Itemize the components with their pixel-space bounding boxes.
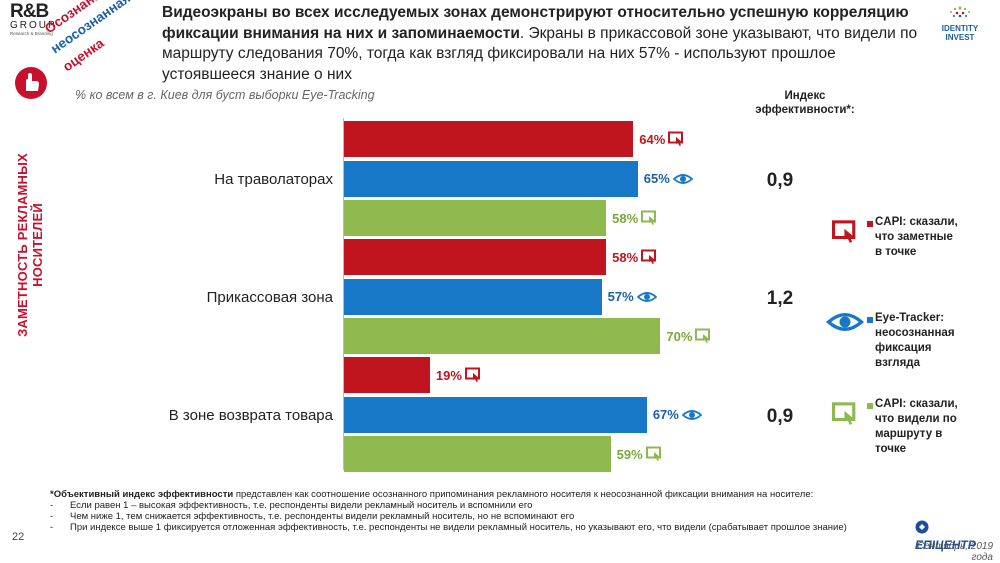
data-label: 70% <box>666 328 713 344</box>
legend-swatch <box>867 221 873 227</box>
index-value: 0,9 <box>766 405 794 427</box>
eye-icon <box>636 291 658 302</box>
hand-pointer-icon <box>14 66 48 100</box>
headline: Видеоэкраны во всех исследуемых зонах де… <box>162 3 922 85</box>
headline-bold: Видеоэкраны во всех исследуемых зонах де… <box>162 4 909 42</box>
logo-line1: R&B <box>10 1 49 22</box>
category-label: В зоне возврата товара <box>168 406 333 424</box>
category-label: Прикассовая зона <box>206 288 333 306</box>
footnote: *Объективный индекс эффективности предст… <box>50 489 847 533</box>
epicentr-text: ЕПІЦЕНТР <box>915 538 976 552</box>
footnote-item: Если равен 1 – высокая эффективность, т.… <box>70 500 533 511</box>
index-value: 0,9 <box>766 169 794 191</box>
index-header-line2: эффективности*: <box>755 104 855 116</box>
screen-touch-icon <box>832 220 856 243</box>
section-title: Осознанная и неосознанная оценка <box>30 0 150 74</box>
data-label: 59% <box>617 446 664 462</box>
index-header: Индекс эффективности*: <box>745 89 865 117</box>
index-value: 1,2 <box>766 287 794 309</box>
data-label: 58% <box>612 210 659 226</box>
screen-touch-icon <box>695 328 711 343</box>
category-label: На траволаторах <box>214 170 333 188</box>
bar <box>344 239 607 275</box>
screen-touch-icon <box>645 446 661 461</box>
bar <box>344 396 647 433</box>
screen-touch-icon <box>832 402 856 425</box>
screen-touch-icon <box>641 210 657 225</box>
eye-icon <box>681 409 703 420</box>
legend-label: Eye-Tracker: неосознанная фиксация взгляда <box>875 312 955 369</box>
bar <box>344 357 430 393</box>
footnote-item: Чем ниже 1, тем снижается эффективность,… <box>70 511 575 522</box>
data-label: 67% <box>653 407 703 422</box>
epicentr-mark-icon <box>915 520 929 534</box>
bar <box>344 200 607 236</box>
bar <box>344 436 611 472</box>
logo-line3: Research & Branding <box>10 31 53 36</box>
date: Сентябрь, 2019 года <box>916 541 993 563</box>
bar <box>344 278 602 315</box>
logo-line2: GROUP <box>10 20 57 31</box>
chart-axis-line <box>343 118 344 470</box>
screen-touch-icon <box>668 131 684 146</box>
rb-group-logo: R&B GROUP Research & Branding <box>10 2 60 37</box>
data-label: 57% <box>608 289 658 304</box>
index-header-line1: Индекс <box>784 90 826 102</box>
screen-touch-icon <box>464 367 480 382</box>
legend-swatch <box>867 317 873 323</box>
legend-label: CAPI: сказали, что видели по маршруту в точ… <box>875 398 958 455</box>
footnote-intro: представлен как соотношение осознанного … <box>233 489 814 500</box>
bar <box>344 121 634 157</box>
data-label: 65% <box>644 171 694 186</box>
epicentr-logo: ЕПІЦЕНТР <box>915 518 990 552</box>
data-label: 64% <box>639 131 686 147</box>
page-number: 22 <box>12 531 25 543</box>
legend-swatch <box>867 403 873 409</box>
legend-label: CAPI: сказали, что заметные в точке <box>875 216 958 258</box>
legend: CAPI: сказали, что заметные в точке Eye-Tra… <box>820 215 995 475</box>
side-label: ЗАМЕТНОСТЬ РЕКЛАМНЫХ НОСИТЕЛЕЙ <box>15 153 45 337</box>
bar <box>344 318 661 354</box>
footnote-item: При индексе выше 1 фиксируется отложенна… <box>70 522 847 533</box>
eye-icon <box>826 313 864 331</box>
brand-logo-line1: IDENTITY <box>941 24 979 33</box>
identity-invest-logo: IDENTITY INVEST <box>935 2 985 52</box>
footnote-bold: *Объективный индекс эффективности <box>50 489 234 500</box>
chart-subtitle: % ко всем в г. Киев для буст выборки Eye… <box>75 88 375 102</box>
data-label: 58% <box>612 249 659 265</box>
eye-icon <box>672 173 694 184</box>
headline-normal: . Экраны в прикассовой зоне указывают, ч… <box>162 24 918 83</box>
screen-touch-icon <box>641 249 657 264</box>
data-label: 19% <box>436 367 483 383</box>
brand-logo-line2: INVEST <box>945 33 975 42</box>
bar <box>344 160 638 197</box>
